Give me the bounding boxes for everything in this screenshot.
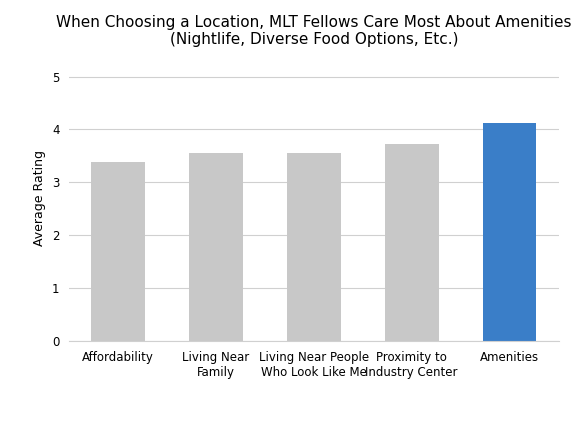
Bar xyxy=(483,123,536,341)
Bar xyxy=(92,162,145,341)
Bar xyxy=(385,144,439,341)
Bar xyxy=(189,153,243,341)
Title: When Choosing a Location, MLT Fellows Care Most About Amenities
(Nightlife, Dive: When Choosing a Location, MLT Fellows Ca… xyxy=(56,15,571,47)
Y-axis label: Average Rating: Average Rating xyxy=(33,150,46,246)
Bar xyxy=(287,153,341,341)
